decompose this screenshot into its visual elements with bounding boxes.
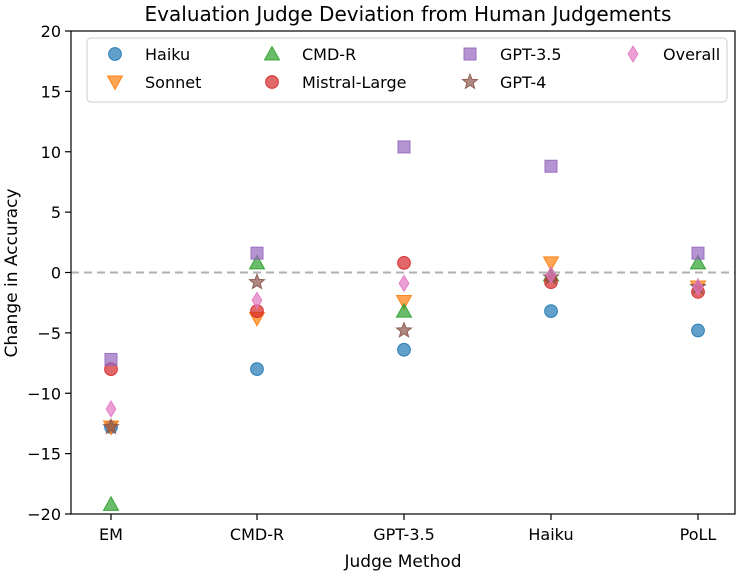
data-point [395,302,413,318]
legend-item: Mistral-Large [265,73,406,92]
data-point [544,304,558,319]
data-point [397,255,411,270]
data-point [251,291,263,310]
y-axis-label: Change in Accuracy [2,188,22,357]
data-point [248,254,266,270]
y-tick-label: 10 [41,143,61,162]
data-point [397,342,411,357]
y-tick-label: −15 [27,445,61,464]
data-point [105,400,117,418]
legend-item: GPT-3.5 [463,45,562,64]
x-tick-label: GPT-3.5 [373,525,435,544]
legend-label: Mistral-Large [302,73,406,92]
y-tick-label: 20 [41,22,61,41]
legend-marker [463,47,477,61]
x-axis-label: Judge Method [344,552,462,572]
legend-box [86,37,728,103]
data-point [104,352,118,366]
legend-marker [106,75,124,91]
data-point [398,274,410,293]
legend-label: Sonnet [145,73,201,92]
y-tick-label: 0 [51,264,61,283]
data-point [692,278,704,296]
legend-label: CMD-R [302,45,356,64]
legend-marker [461,72,479,90]
data-point [691,323,705,338]
legend-marker [265,75,279,89]
legend-marker [108,47,122,61]
legend-item: CMD-R [263,45,356,64]
legend-item: Overall [627,45,720,64]
legend-label: Haiku [145,45,190,64]
data-point [542,256,560,272]
legend-label: Overall [663,45,720,64]
legend-marker [263,45,281,61]
legend-item: Haiku [108,45,190,64]
legend-label: GPT-4 [500,73,546,92]
data-point [544,159,558,173]
y-tick-label: −10 [27,384,61,403]
data-point [248,272,266,290]
y-tick-label: −5 [37,324,61,343]
y-tick-label: 15 [41,82,61,101]
data-point [102,417,120,435]
series-overall [105,266,704,418]
y-tick-label: −20 [27,505,61,524]
x-tick-label: CMD-R [230,525,284,544]
chart-title: Evaluation Judge Deviation from Human Ju… [145,2,672,26]
data-point [250,246,264,260]
legend-item: GPT-4 [461,72,546,92]
x-tick-label: PoLL [680,525,717,544]
series-cmd-r [102,254,707,511]
legend-label: GPT-3.5 [500,45,562,64]
y-tick-label: 5 [51,203,61,222]
data-point [691,246,705,260]
data-point [395,321,413,338]
data-point [689,254,707,270]
series-gpt-3-5 [104,140,705,366]
data-point [250,362,264,376]
data-point [397,140,411,154]
data-point [395,294,413,311]
x-tick-label: EM [99,525,123,544]
plot-area: 20 15 10 5 0 −5 −10 −15 −20 EM CMD-R GPT-3.5 Haiku Po… [27,22,736,544]
x-tick-label: Haiku [528,525,573,544]
legend: Haiku Sonnet CMD-R Mistral-Large GPT-3.5 GPT-… [86,37,728,103]
legend-marker [627,45,639,63]
legend-item: Sonnet [106,73,201,92]
data-point [545,266,557,284]
data-point [102,495,120,511]
